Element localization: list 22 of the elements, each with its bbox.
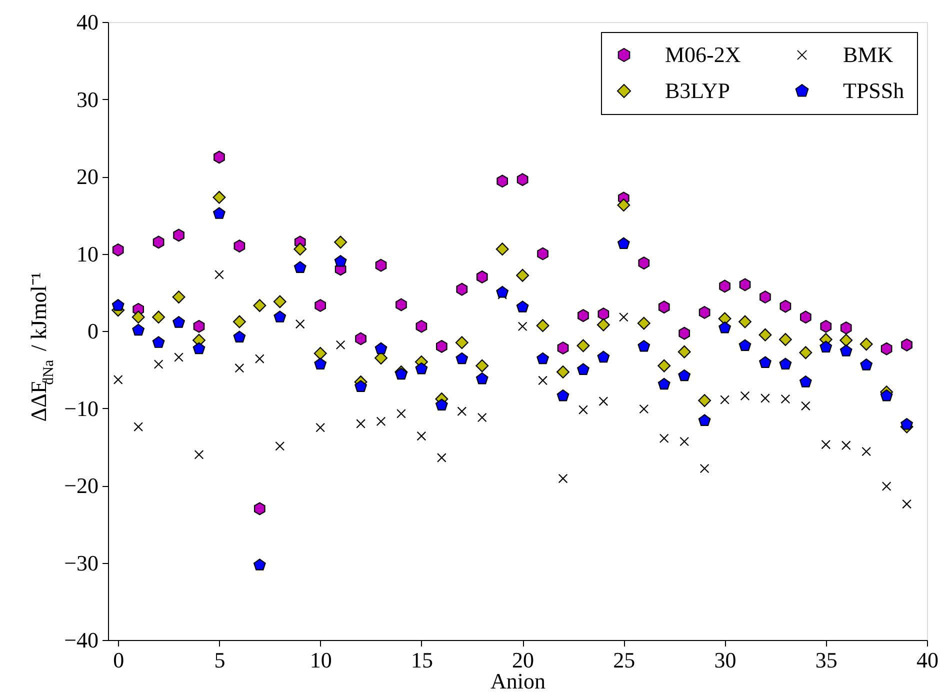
y-axis-title: ΔΔEdNa / kJmol⁻¹	[26, 272, 57, 422]
x-tick-label: 0	[113, 648, 124, 672]
legend-label: BMK	[843, 42, 894, 67]
y-tick-label: −30	[64, 550, 98, 576]
legend-label: TPSSh	[843, 78, 904, 103]
x-tick-label: 40	[916, 648, 938, 672]
y-tick-label: 40	[76, 10, 98, 34]
y-tick-label: 30	[76, 86, 98, 112]
y-tick-label: 20	[76, 164, 98, 189]
legend-label: B3LYP	[665, 78, 730, 103]
x-tick-label: 10	[310, 648, 332, 672]
y-tick-label: 0	[88, 318, 98, 344]
x-tick-label: 30	[714, 648, 736, 672]
legend-label: M06-2X	[665, 42, 741, 67]
x-tick-label: 25	[613, 648, 636, 672]
y-tick-label: −10	[64, 396, 98, 421]
x-tick-label: 5	[214, 648, 226, 672]
y-tick-label: −40	[64, 628, 98, 652]
y-tick-label: −20	[64, 473, 98, 498]
x-tick-label: 35	[815, 648, 838, 672]
y-tick-label: 10	[76, 241, 98, 266]
x-tick-label: 15	[410, 648, 433, 672]
